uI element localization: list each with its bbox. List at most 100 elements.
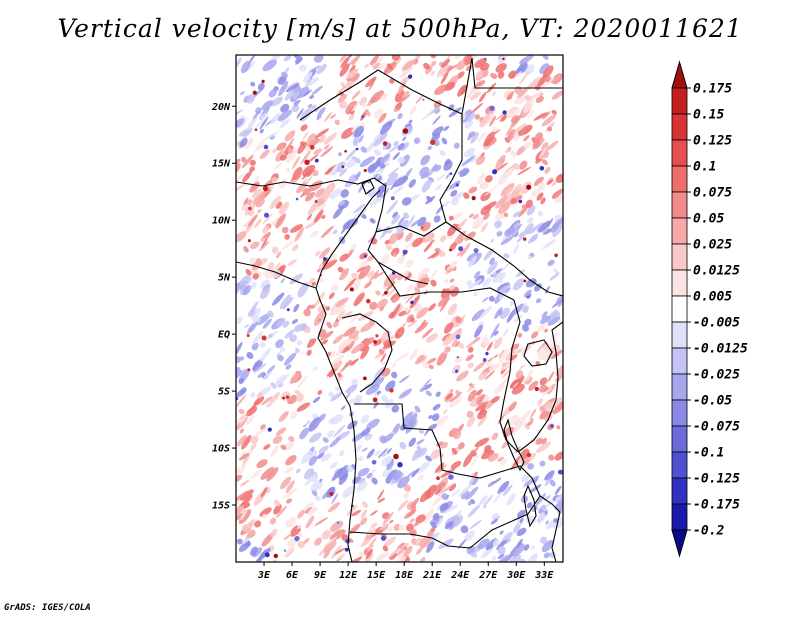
velocity-cell [236, 316, 243, 324]
velocity-cell [539, 384, 548, 393]
velocity-cell [540, 536, 548, 544]
velocity-cell [476, 172, 485, 185]
velocity-cell [280, 278, 286, 284]
velocity-core [304, 159, 310, 165]
velocity-cell [472, 217, 484, 230]
colorbar-label: -0.005 [693, 316, 740, 331]
map-title: Vertical velocity [m/s] at 500hPa, VT: 2… [57, 14, 743, 43]
velocity-cell [308, 180, 323, 192]
border-niger-chad [236, 177, 387, 187]
velocity-core [402, 249, 408, 255]
velocity-cell [236, 503, 245, 518]
velocity-cell [494, 384, 505, 394]
velocity-cell [430, 70, 435, 76]
border-angola [354, 403, 459, 475]
velocity-cell [304, 77, 320, 87]
velocity-cell [358, 456, 364, 462]
velocity-cell [284, 89, 295, 101]
coastline-west-africa [236, 261, 357, 562]
velocity-cell [301, 450, 313, 464]
velocity-core [449, 248, 452, 252]
velocity-cell [302, 131, 309, 141]
velocity-core [261, 79, 265, 83]
velocity-cell [285, 480, 295, 494]
velocity-cell [369, 218, 375, 223]
velocity-cell [277, 109, 292, 122]
lat-tick-label: 20N [211, 102, 231, 113]
velocity-cell [416, 439, 425, 445]
border-sudan-east [461, 57, 563, 115]
velocity-cell [290, 528, 301, 537]
velocity-cell [518, 71, 530, 85]
velocity-cell [499, 291, 506, 300]
velocity-cell [425, 484, 437, 499]
velocity-cell [401, 90, 410, 100]
velocity-cell [477, 131, 487, 143]
lake-malawi [523, 484, 537, 528]
velocity-cell [461, 155, 475, 167]
velocity-cell [273, 499, 281, 507]
velocity-cell [323, 132, 338, 145]
velocity-core [363, 376, 367, 381]
velocity-core [375, 334, 379, 338]
velocity-cell [323, 536, 338, 547]
velocity-cell [296, 402, 311, 412]
velocity-cell [431, 126, 444, 137]
velocity-cell [409, 348, 419, 361]
velocity-cell [310, 230, 319, 238]
velocity-cell [431, 133, 441, 142]
velocity-core [361, 115, 365, 118]
velocity-cell [332, 334, 344, 345]
velocity-cell [512, 543, 525, 557]
velocity-cell [356, 481, 368, 492]
colorbar-band [671, 373, 688, 401]
velocity-cell [296, 468, 301, 474]
velocity-cell [467, 346, 474, 353]
velocity-core [430, 139, 436, 145]
velocity-cell [409, 518, 415, 524]
velocity-cell [549, 397, 563, 410]
velocity-cell [424, 508, 434, 524]
velocity-cell [498, 349, 505, 359]
velocity-cell [348, 114, 355, 121]
velocity-cell [467, 501, 473, 506]
velocity-cell [318, 445, 329, 454]
velocity-cell [321, 214, 326, 220]
velocity-cell [250, 81, 256, 87]
velocity-core [286, 308, 290, 312]
velocity-cell [481, 338, 490, 348]
velocity-cell [249, 166, 255, 172]
velocity-cell [448, 483, 457, 492]
velocity-core [263, 144, 269, 150]
velocity-core [363, 168, 367, 173]
velocity-cell [237, 416, 246, 424]
velocity-cell [402, 59, 416, 71]
velocity-cell [499, 530, 504, 535]
velocity-cell [375, 552, 389, 561]
velocity-cell [401, 75, 411, 84]
velocity-cell [283, 532, 293, 541]
velocity-cell [552, 221, 563, 238]
velocity-cell [252, 330, 264, 345]
velocity-core [262, 185, 268, 192]
velocity-core [246, 334, 250, 338]
velocity-cell [351, 90, 361, 100]
velocity-cell [542, 239, 557, 250]
velocity-cell [299, 427, 309, 440]
velocity-cell [300, 150, 311, 165]
velocity-cell [482, 70, 489, 78]
velocity-cell [474, 58, 487, 68]
velocity-cell [444, 521, 454, 530]
velocity-cell [253, 218, 262, 229]
velocity-cell [524, 475, 540, 487]
velocity-cell [399, 499, 409, 509]
velocity-cell [294, 389, 301, 395]
velocity-core [455, 334, 461, 340]
velocity-cell [374, 149, 382, 156]
velocity-cell [390, 303, 401, 319]
velocity-cell [497, 480, 510, 495]
velocity-cell [272, 292, 285, 306]
velocity-cell [375, 167, 385, 180]
velocity-cell [462, 55, 469, 62]
velocity-cell [391, 362, 397, 368]
